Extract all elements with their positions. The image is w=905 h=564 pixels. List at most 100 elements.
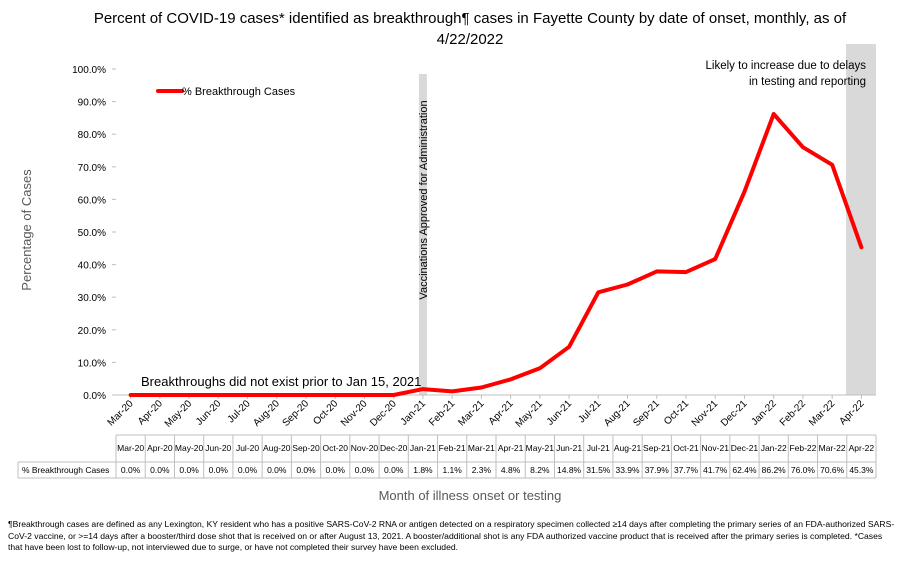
table-value-cell: 0.0% [209,465,229,475]
x-tick-label: Oct-21 [662,398,691,427]
table-value-cell: 33.9% [615,465,640,475]
table-header-cell: Mar-21 [468,443,495,453]
data-point [772,112,776,116]
x-tick-label: Oct-20 [311,398,340,427]
table-value-cell: 37.7% [674,465,699,475]
table-value-cell: 0.0% [326,465,346,475]
data-point [742,190,746,194]
table-header-cell: Jul-21 [587,443,610,453]
table-header-cell: Apr-22 [849,443,875,453]
data-point [129,393,133,397]
x-tick-label: Mar-21 [456,398,486,428]
table-value-cell: 2.3% [472,465,492,475]
table-value-cell: 31.5% [586,465,611,475]
x-tick-label: Apr-21 [487,398,516,427]
table-value-cell: 0.0% [296,465,316,475]
data-point [626,282,630,286]
series-line-breakthrough [128,112,864,397]
table-value-cell: 4.8% [501,465,521,475]
x-tick-label: Jul-21 [576,398,603,425]
table-header-cell: Oct-21 [673,443,699,453]
y-tick-label: 90.0% [78,98,106,109]
y-tick-label: 10.0% [78,358,106,369]
table-header-cell: Mar-20 [117,443,144,453]
data-point [859,245,863,249]
data-point [275,393,279,397]
data-point [392,393,396,397]
table-value-cell: 0.0% [267,465,287,475]
table-header-cell: Nov-20 [351,443,379,453]
annotation-pre-jan: Breakthroughs did not exist prior to Jan… [141,374,421,389]
chart-title: Percent of COVID-19 cases* identified as… [93,10,847,48]
table-value-cell: 1.1% [442,465,462,475]
line-chart: 0.0% 10.0% 20.0% 30.0% 40.0% 50.0% 60.0% 70.0% 8… [17,44,877,479]
table-header-cell: Jul-20 [236,443,259,453]
table-header-cell: Sep-21 [643,443,671,453]
x-tick-label: Jan-21 [399,398,429,428]
data-point [421,387,425,391]
table-header-cell: Dec-20 [380,443,408,453]
data-point [304,393,308,397]
data-point [713,257,717,261]
table-header-cell: May-21 [526,443,555,453]
x-tick-label: Feb-22 [778,398,808,428]
table-header-cell: Mar-22 [819,443,846,453]
y-tick-label: 0.0% [83,391,106,402]
data-point [567,345,571,349]
legend-label: % Breakthrough Cases [182,86,296,98]
x-tick-label: Dec-20 [368,398,399,429]
table-header-cell: Feb-21 [439,443,466,453]
table-value-cell: 0.0% [384,465,404,475]
data-point [830,163,834,167]
table-value-cell: 8.2% [530,465,550,475]
table-header-cell: Apr-21 [498,443,524,453]
data-point [450,389,454,393]
x-tick-label: Sep-20 [281,398,312,429]
data-point [362,393,366,397]
table-header-cell: Aug-20 [263,443,291,453]
table-header-cell: Apr-20 [147,443,173,453]
table-value-cell: 0.0% [238,465,258,475]
table-header-cell: Nov-21 [702,443,730,453]
y-tick-label: 80.0% [78,130,106,141]
x-tick-label: May-20 [163,398,195,430]
table-header-cell: Sep-20 [292,443,320,453]
x-tick-label: Mar-20 [106,398,136,428]
table-value-cell: 37.9% [645,465,670,475]
data-point [684,270,688,274]
data-point [158,393,162,397]
table-value-cell: 86.2% [762,465,787,475]
table-header-cell: Feb-22 [789,443,816,453]
x-tick-label: Apr-22 [838,398,867,427]
x-tick-label: May-21 [514,398,546,430]
data-point [216,393,220,397]
annotation-vaccination: Vaccinations Approved for Administration [418,100,430,299]
table-value-cell: 0.0% [150,465,170,475]
footnote: ¶Breakthrough cases are defined as any L… [8,519,895,552]
data-point [801,145,805,149]
table-value-cell: 0.0% [355,465,375,475]
vaccination-shade [418,74,427,395]
table-value-cell: 0.0% [121,465,141,475]
data-point [596,290,600,294]
table-header-cell: Jun-20 [205,443,231,453]
x-tick-label: Dec-21 [719,398,750,429]
y-tick-label: 50.0% [78,228,106,239]
table-value-cell: 14.8% [557,465,582,475]
data-point [246,393,250,397]
x-tick-label: Nov-21 [690,398,721,429]
y-tick-label: 100.0% [72,65,106,76]
x-tick-label: Feb-21 [427,398,457,428]
x-tick-label: Jul-20 [226,398,253,425]
x-tick-label: Jan-22 [749,398,779,428]
y-axis: 0.0% 10.0% 20.0% 30.0% 40.0% 50.0% 60.0% 70.0% 8… [72,65,116,402]
table-header-cell: Jan-22 [761,443,787,453]
data-point [187,393,191,397]
y-tick-label: 60.0% [78,195,106,206]
table-header-cell: Oct-20 [322,443,348,453]
shaded-regions [418,44,876,395]
table-value-cell: 70.6% [820,465,845,475]
annotation-recent: Likely to increase due to delays in test… [705,60,866,88]
